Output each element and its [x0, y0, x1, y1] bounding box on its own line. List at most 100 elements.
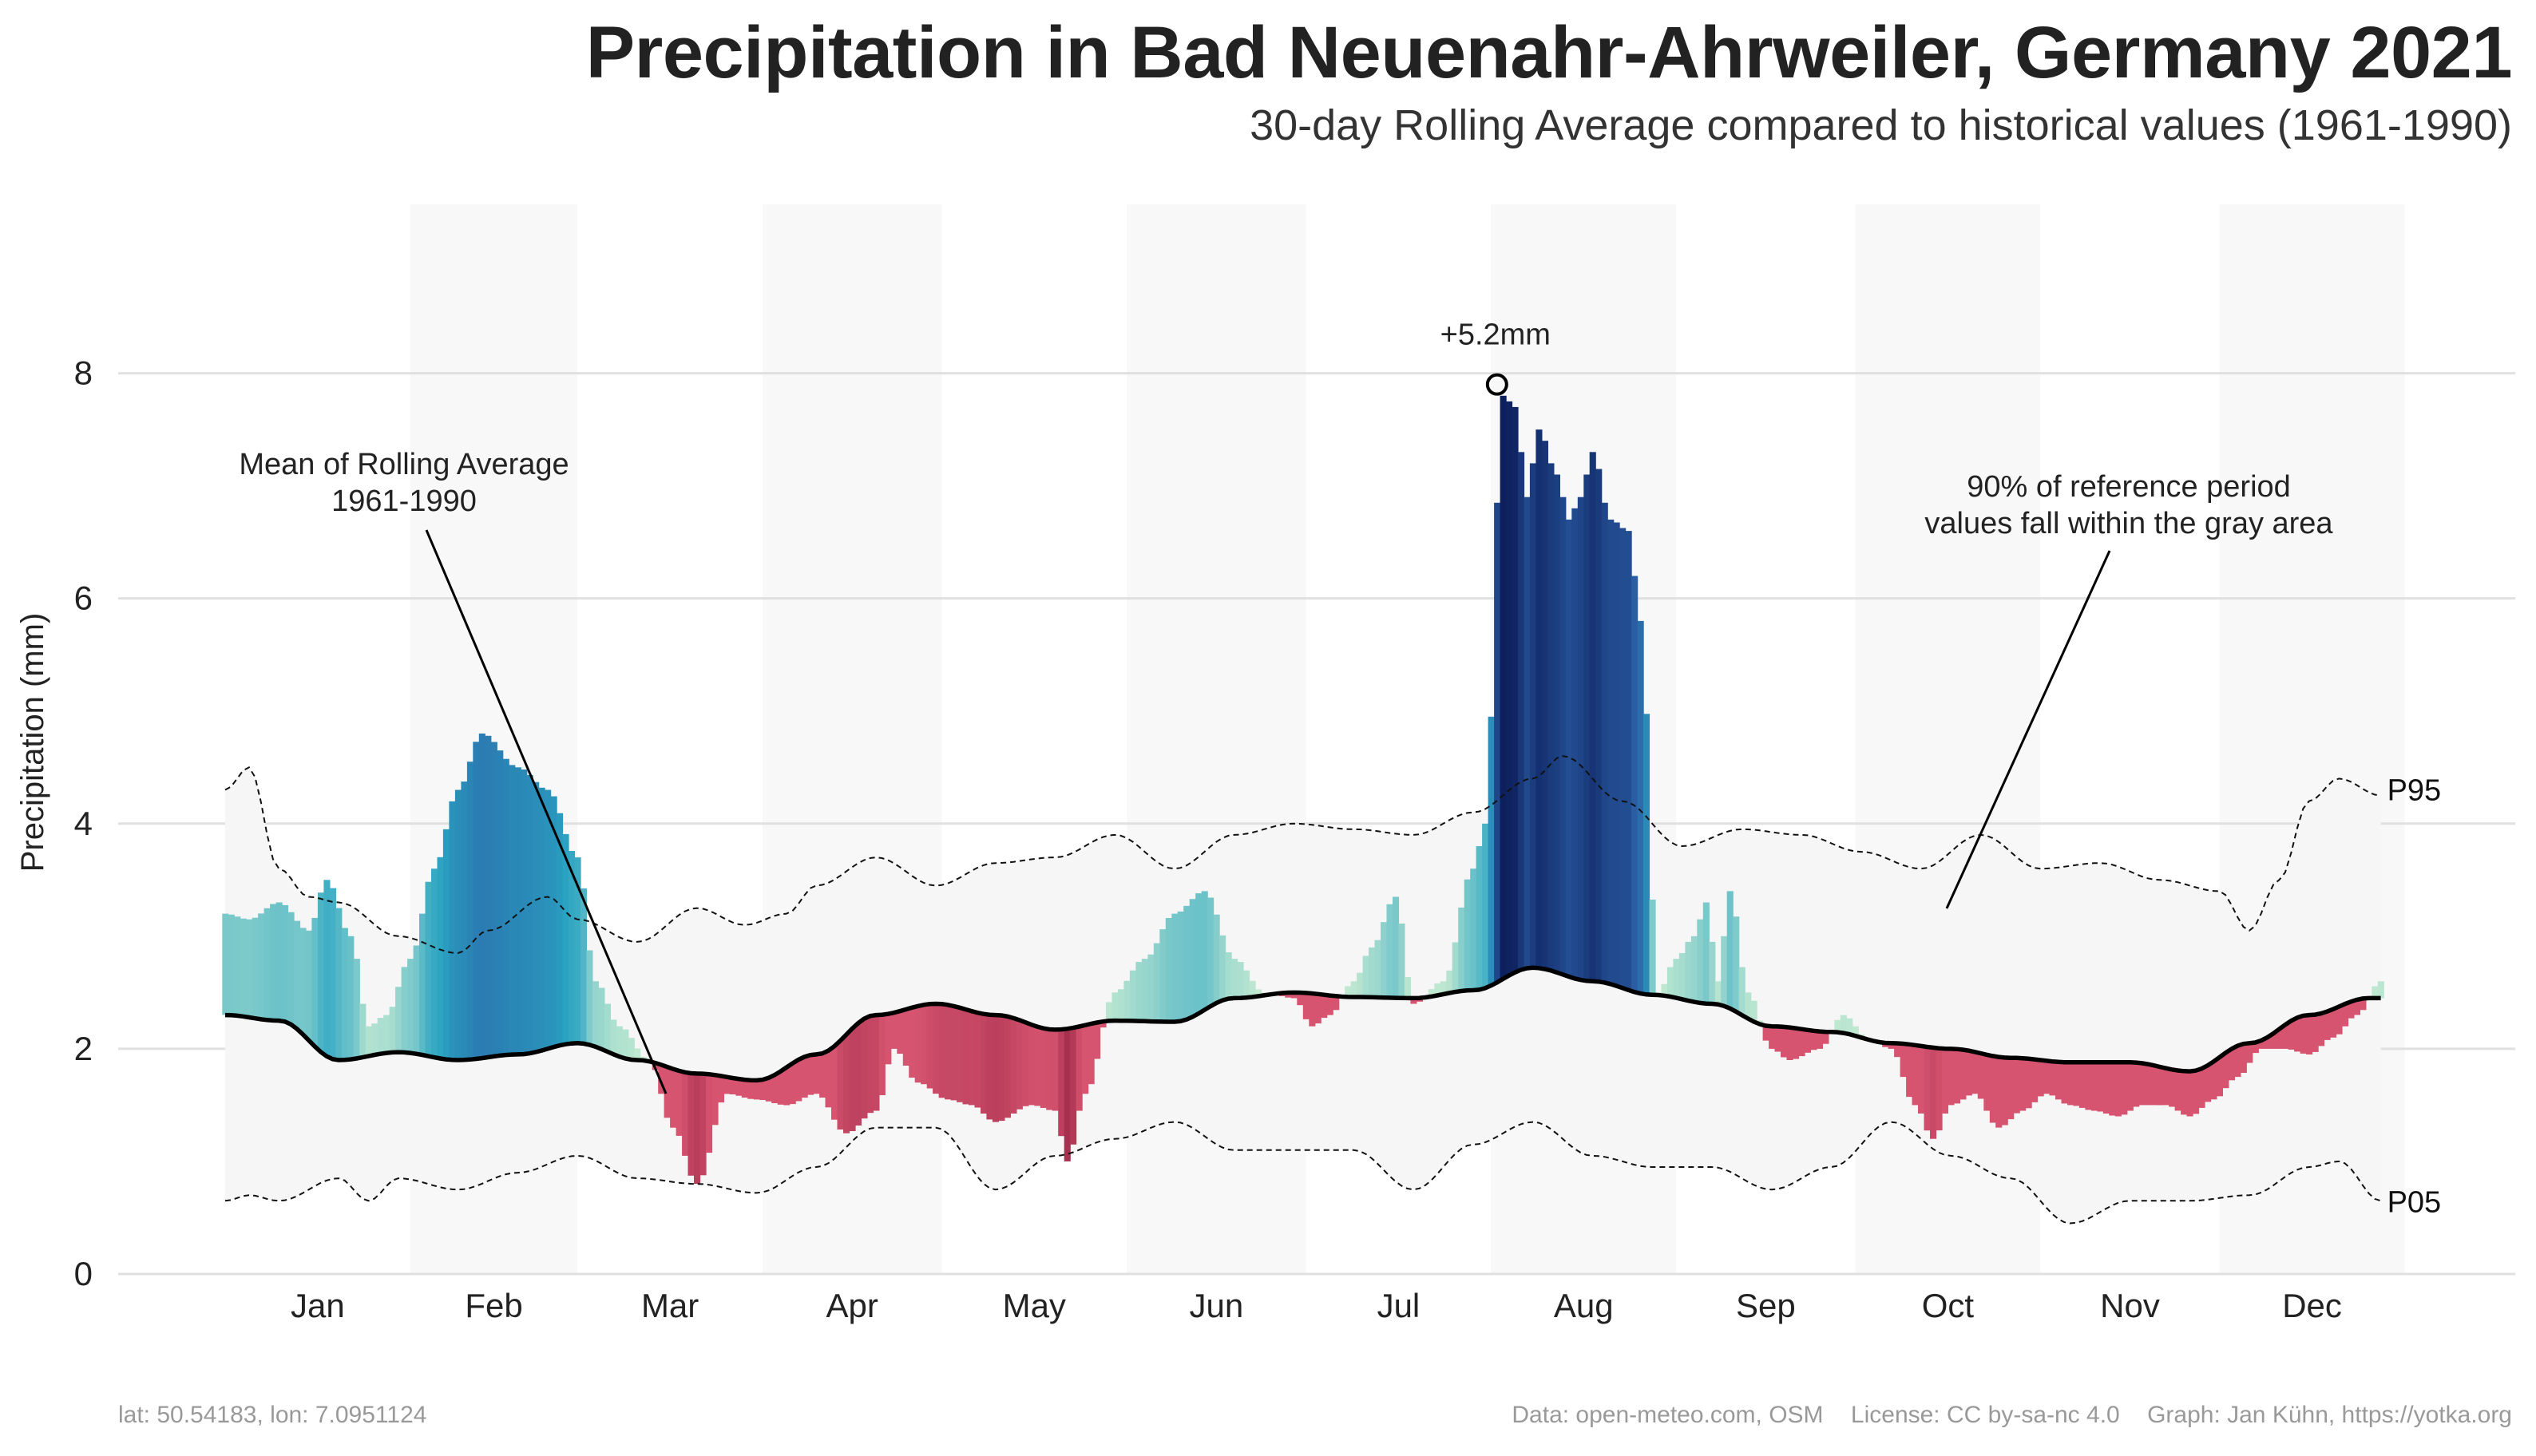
- bar-day-23: [353, 959, 360, 1058]
- bar-day-289: [1941, 1048, 1948, 1114]
- bar-day-221: [1535, 429, 1543, 968]
- bar-day-166: [1207, 897, 1215, 1007]
- bar-day-232: [1601, 502, 1608, 983]
- bar-day-361: [2372, 986, 2379, 999]
- bar-day-310: [2067, 1062, 2074, 1106]
- bar-day-128: [981, 1014, 988, 1114]
- bar-day-192: [1362, 956, 1369, 998]
- bar-day-226: [1565, 519, 1572, 977]
- bar-day-283: [1906, 1044, 1913, 1098]
- footer-data-source: Data: open-meteo.com, OSM: [1512, 1402, 1824, 1428]
- bar-day-134: [1016, 1019, 1023, 1110]
- bar-day-87: [735, 1078, 743, 1096]
- bar-day-334: [2210, 1061, 2217, 1100]
- bar-day-309: [2061, 1062, 2068, 1104]
- bar-day-15: [306, 930, 313, 1041]
- bar-day-233: [1607, 519, 1615, 984]
- bar-day-268: [1816, 1031, 1823, 1049]
- bar-day-25: [365, 1026, 372, 1057]
- bar-day-280: [1888, 1043, 1895, 1049]
- bar-day-265: [1798, 1029, 1805, 1057]
- bar-day-322: [2138, 1062, 2146, 1106]
- bar-day-1: [222, 913, 229, 1015]
- footer-location: lat: 50.54183, lon: 7.0951124: [118, 1402, 427, 1428]
- bar-day-319: [2121, 1062, 2128, 1115]
- bar-day-151: [1118, 989, 1125, 1021]
- p95-label: P95: [2387, 774, 2442, 808]
- bar-day-186: [1326, 995, 1333, 1015]
- mean-annotation-line1: Mean of Rolling Average: [239, 448, 569, 481]
- bar-day-196: [1386, 904, 1393, 998]
- footer-graph-credit: Graph: Jan Kühn, https://yotka.org: [2147, 1402, 2512, 1428]
- bar-day-333: [2205, 1065, 2212, 1102]
- bar-day-321: [2133, 1062, 2140, 1107]
- bar-day-261: [1774, 1026, 1781, 1052]
- bar-day-69: [628, 1038, 635, 1060]
- bar-day-315: [2097, 1062, 2104, 1112]
- bar-day-308: [2055, 1062, 2062, 1100]
- bar-day-34: [419, 913, 426, 1055]
- bar-day-291: [1953, 1049, 1960, 1104]
- bar-day-246: [1685, 941, 1692, 1001]
- bar-day-211: [1476, 846, 1483, 990]
- x-tick-label-nov: Nov: [2100, 1287, 2160, 1324]
- bar-day-184: [1314, 994, 1321, 1024]
- reference-band-p05-p95: [225, 756, 2381, 1224]
- bar-day-337: [2228, 1049, 2235, 1081]
- bar-day-98: [801, 1057, 808, 1098]
- bar-day-6: [252, 917, 259, 1019]
- bar-day-269: [1822, 1031, 1829, 1044]
- bar-day-320: [2126, 1062, 2134, 1111]
- bar-day-38: [442, 829, 450, 1059]
- bar-day-359: [2360, 998, 2367, 1011]
- bar-day-126: [969, 1011, 976, 1106]
- bar-day-346: [2282, 1024, 2289, 1049]
- bar-day-80: [694, 1073, 701, 1185]
- bar-day-273: [1846, 1018, 1853, 1035]
- bar-day-63: [592, 981, 599, 1047]
- bar-day-225: [1559, 497, 1567, 975]
- bar-day-281: [1894, 1043, 1901, 1058]
- x-tick-label-oct: Oct: [1922, 1287, 1975, 1324]
- bar-day-172: [1243, 970, 1250, 998]
- bar-day-354: [2330, 1009, 2337, 1038]
- bar-day-220: [1529, 463, 1536, 968]
- bar-day-230: [1589, 452, 1596, 982]
- bar-day-301: [2013, 1058, 2020, 1114]
- bar-day-21: [341, 928, 348, 1060]
- bar-day-137: [1034, 1027, 1041, 1106]
- bar-day-141: [1058, 1029, 1065, 1137]
- bar-day-123: [950, 1006, 957, 1101]
- bar-day-45: [485, 735, 492, 1058]
- bar-day-108: [861, 1019, 868, 1119]
- bar-day-317: [2109, 1062, 2116, 1116]
- bar-day-252: [1721, 936, 1728, 1007]
- bar-day-155: [1141, 959, 1148, 1022]
- bar-day-84: [717, 1075, 724, 1103]
- bar-day-208: [1458, 907, 1465, 991]
- bar-day-32: [407, 959, 414, 1054]
- bar-day-193: [1369, 947, 1376, 998]
- bar-day-285: [1918, 1046, 1925, 1114]
- bar-day-133: [1010, 1018, 1017, 1114]
- bar-day-7: [258, 913, 265, 1019]
- bar-day-168: [1219, 935, 1226, 1001]
- bar-day-255: [1738, 967, 1745, 1015]
- bar-day-182: [1302, 992, 1310, 1019]
- bar-day-120: [933, 1003, 940, 1094]
- bar-day-311: [2073, 1062, 2080, 1106]
- bar-day-167: [1213, 914, 1220, 1003]
- bar-day-242: [1661, 983, 1668, 996]
- bar-day-259: [1762, 1026, 1769, 1041]
- bar-day-223: [1547, 463, 1555, 971]
- bar-day-129: [986, 1015, 993, 1120]
- bar-day-44: [478, 733, 485, 1058]
- bar-day-210: [1470, 868, 1477, 991]
- bar-day-338: [2234, 1046, 2241, 1078]
- bar-day-271: [1834, 1019, 1841, 1033]
- bar-day-95: [783, 1067, 791, 1106]
- range-annotation: 90% of reference period values fall with…: [1924, 470, 2333, 909]
- bar-day-240: [1649, 900, 1656, 995]
- x-tick-label-feb: Feb: [465, 1287, 522, 1324]
- bar-day-294: [1971, 1051, 1979, 1094]
